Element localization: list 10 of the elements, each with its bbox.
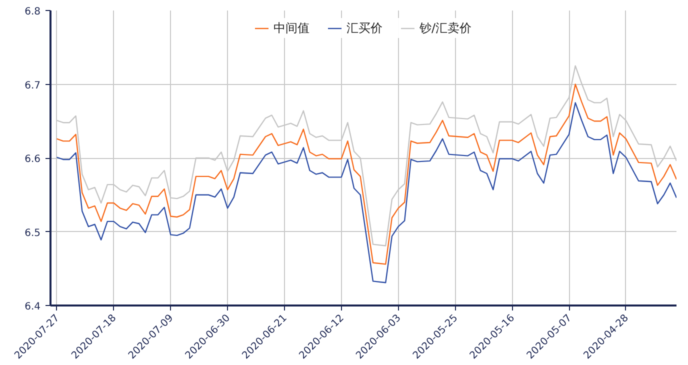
line-series (56, 84, 676, 265)
y-tick-label: 6.6 (24, 154, 41, 165)
y-tick-label: 6.5 (24, 228, 41, 239)
legend-label: 中间值 (273, 20, 310, 36)
legend-label: 汇买价 (346, 20, 382, 36)
line-series (56, 102, 676, 284)
y-tick-label: 6.4 (24, 302, 41, 312)
legend-label: 钞/汇卖价 (419, 20, 472, 36)
y-tick-label: 6.8 (24, 6, 41, 18)
y-tick-label: 6.7 (24, 80, 41, 92)
